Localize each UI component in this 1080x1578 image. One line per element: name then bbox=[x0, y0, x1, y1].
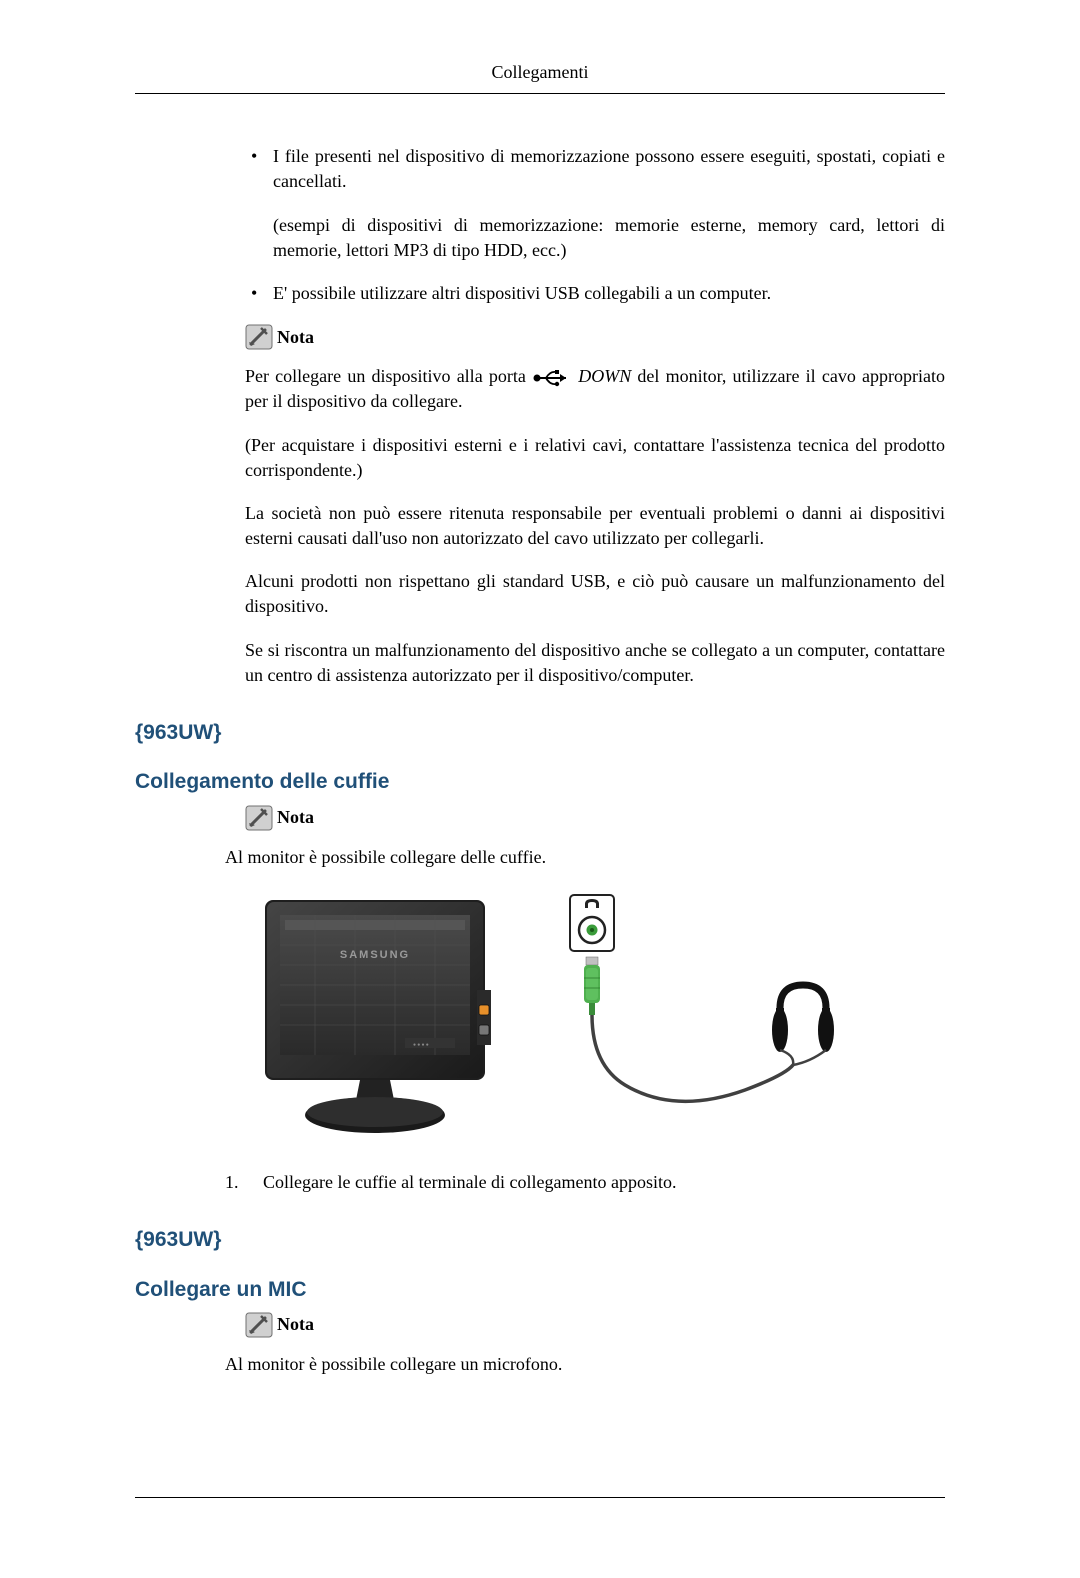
mic-intro: Al monitor è possibile collegare un micr… bbox=[135, 1352, 945, 1377]
bullet-1-subtext: (esempi di dispositivi di memorizzazione… bbox=[273, 215, 945, 260]
mic-content: Nota bbox=[135, 1312, 945, 1338]
note1-para3: La società non può essere ritenuta respo… bbox=[245, 501, 945, 551]
section-heading-headphones: Collegamento delle cuffie bbox=[135, 767, 945, 796]
headphones-steps: Collegare le cuffie al terminale di coll… bbox=[135, 1170, 945, 1195]
bullet-1-text: I file presenti nel dispositivo di memor… bbox=[273, 146, 945, 191]
footer-rule bbox=[135, 1497, 945, 1498]
svg-text:SAMSUNG: SAMSUNG bbox=[340, 949, 410, 961]
note-icon bbox=[245, 324, 273, 350]
content-block: I file presenti nel dispositivo di memor… bbox=[135, 144, 945, 688]
model-heading-mic: {963UW} bbox=[135, 1225, 945, 1254]
headphones-step-1: Collegare le cuffie al terminale di coll… bbox=[225, 1170, 945, 1195]
note-icon bbox=[245, 805, 273, 831]
header-title: Collegamenti bbox=[492, 62, 589, 82]
page-header: Collegamenti bbox=[135, 60, 945, 94]
bullet-item-1: I file presenti nel dispositivo di memor… bbox=[245, 144, 945, 263]
note1-para5: Se si riscontra un malfunzionamento del … bbox=[245, 638, 945, 688]
note-callout-1: Nota bbox=[245, 324, 945, 350]
bullet-list: I file presenti nel dispositivo di memor… bbox=[245, 144, 945, 306]
note-icon bbox=[245, 1312, 273, 1338]
para1-italic: DOWN bbox=[578, 366, 631, 386]
headphone-connection-illustration bbox=[555, 890, 835, 1120]
note-label-2: Nota bbox=[277, 805, 314, 830]
bullet-item-2: E' possibile utilizzare altri dispositiv… bbox=[245, 281, 945, 306]
headphones-figure: SAMSUNG ● ● ● ● bbox=[135, 890, 945, 1140]
section-heading-mic: Collegare un MIC bbox=[135, 1275, 945, 1304]
note-label-1: Nota bbox=[277, 325, 314, 350]
note-callout-2: Nota bbox=[245, 805, 945, 831]
svg-text:● ● ● ●: ● ● ● ● bbox=[413, 1043, 429, 1048]
usb-down-icon bbox=[532, 369, 572, 387]
monitor-illustration: SAMSUNG ● ● ● ● bbox=[245, 890, 505, 1140]
headphones-intro: Al monitor è possibile collegare delle c… bbox=[135, 845, 945, 870]
bullet-2-text: E' possibile utilizzare altri dispositiv… bbox=[273, 283, 771, 303]
note-callout-3: Nota bbox=[245, 1312, 945, 1338]
headphones-content: Nota bbox=[135, 805, 945, 831]
note1-para4: Alcuni prodotti non rispettano gli stand… bbox=[245, 569, 945, 619]
note1-para1: Per collegare un dispositivo alla porta … bbox=[245, 364, 945, 414]
model-heading-headphones: {963UW} bbox=[135, 718, 945, 747]
note-label-3: Nota bbox=[277, 1312, 314, 1337]
para1-pre: Per collegare un dispositivo alla porta bbox=[245, 366, 532, 386]
note1-para2: (Per acquistare i dispositivi esterni e … bbox=[245, 433, 945, 483]
